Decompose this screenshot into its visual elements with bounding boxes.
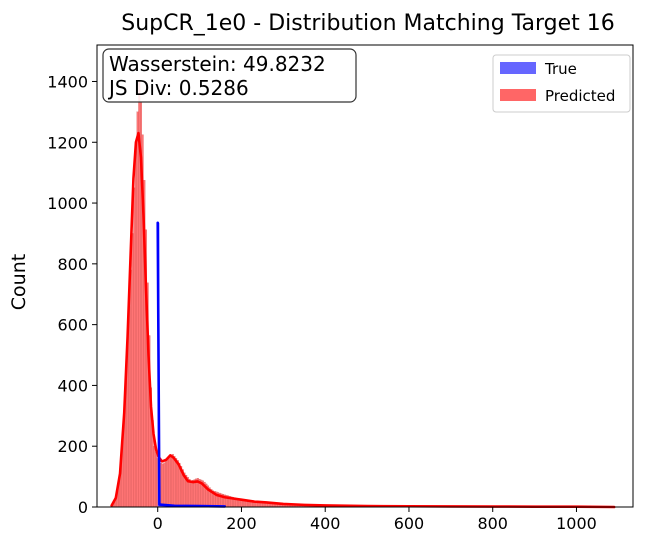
predicted-bar: [170, 455, 173, 508]
kde-line-predicted: [110, 131, 616, 509]
x-tick-label: 800: [477, 514, 508, 533]
predicted-bar: [131, 233, 134, 508]
predicted-bar: [171, 454, 174, 508]
x-tick-label: 1000: [556, 514, 597, 533]
legend: True Predicted: [492, 54, 631, 113]
predicted-bar: [193, 479, 196, 508]
predicted-bar: [168, 457, 171, 508]
predicted-bar: [190, 481, 193, 508]
predicted-bar: [166, 459, 169, 508]
predicted-bar: [134, 142, 137, 508]
predicted-bar: [173, 456, 176, 508]
predicted-bar: [175, 458, 178, 508]
y-tick-label: 400: [57, 376, 88, 395]
js-div-text: JS Div: 0.5286: [107, 76, 249, 100]
legend-label-predicted: Predicted: [545, 87, 615, 105]
metrics-annotation: Wasserstein: 49.8232 JS Div: 0.5286: [102, 48, 357, 103]
y-tick-label: 0: [78, 498, 88, 517]
legend-swatch-true: [500, 62, 536, 74]
predicted-bar: [161, 463, 164, 508]
predicted-bar: [191, 480, 194, 508]
predicted-bars: [111, 81, 615, 508]
legend-swatch-predicted: [500, 89, 536, 101]
predicted-bar: [163, 462, 166, 508]
wasserstein-text: Wasserstein: 49.8232: [109, 52, 326, 76]
kde-lines: [110, 131, 616, 509]
x-tick-label: 0: [153, 514, 163, 533]
plot-frame: [96, 44, 634, 508]
y-axis: 0 200 400 600 800 1000 1200 1400: [47, 72, 97, 517]
x-tick-label: 400: [310, 514, 341, 533]
predicted-bar: [129, 269, 132, 508]
predicted-bar: [153, 446, 156, 508]
x-tick-label: 200: [226, 514, 257, 533]
predicted-bar: [188, 479, 191, 508]
y-tick-label: 1400: [47, 72, 88, 91]
annotation-box: [102, 48, 357, 103]
plot-area: [110, 81, 616, 509]
predicted-bar: [133, 187, 136, 508]
chart-title: SupCR_1e0 - Distribution Matching Target…: [121, 11, 615, 36]
y-tick-label: 1200: [47, 133, 88, 152]
y-tick-label: 1000: [47, 194, 88, 213]
y-tick-label: 800: [57, 255, 88, 274]
y-tick-label: 600: [57, 316, 88, 335]
x-tick-label: 600: [394, 514, 425, 533]
y-tick-label: 200: [57, 437, 88, 456]
predicted-bar: [136, 111, 139, 508]
predicted-bar: [155, 452, 158, 508]
kde-line-true: [156, 221, 227, 508]
legend-label-true: True: [544, 60, 577, 78]
predicted-bar: [176, 460, 179, 508]
x-axis: 0 200 400 600 800 1000: [153, 507, 597, 533]
predicted-bar: [165, 461, 168, 508]
y-axis-label: Count: [8, 254, 30, 310]
